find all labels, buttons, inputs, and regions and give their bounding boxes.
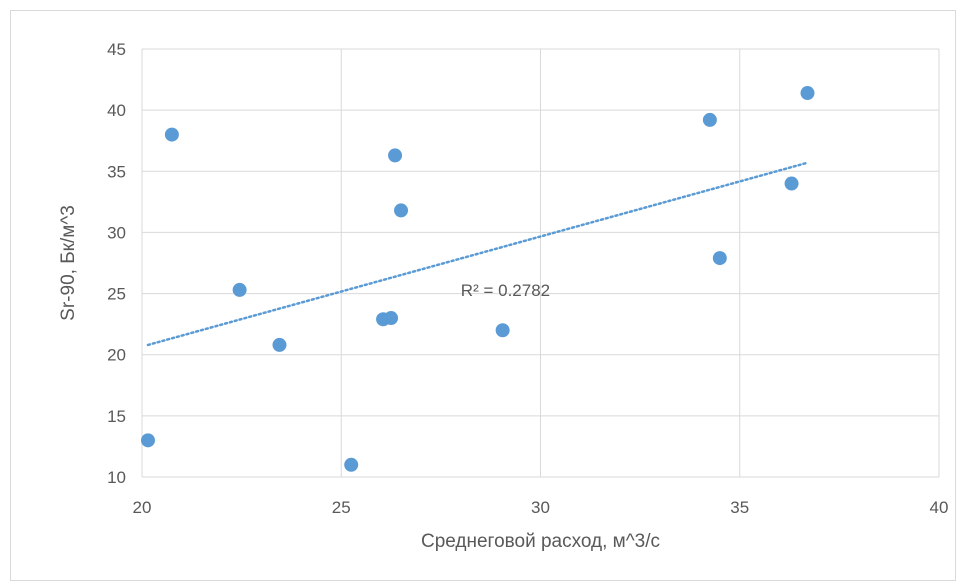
x-axis-ticks: 20 25 30 35 40 (133, 498, 949, 517)
data-point (388, 148, 403, 163)
data-point (702, 112, 717, 127)
x-axis-title: Среднеговой расход, м^3/с (421, 531, 660, 552)
y-tick-label: 10 (107, 468, 126, 487)
data-point (394, 203, 409, 218)
data-point (272, 337, 287, 352)
data-point (344, 457, 359, 472)
x-tick-label: 20 (133, 498, 152, 517)
data-point (784, 176, 799, 191)
x-tick-label: 25 (332, 498, 351, 517)
x-tick-label: 40 (930, 498, 949, 517)
data-point (712, 251, 727, 266)
data-points (140, 86, 815, 472)
y-axis-title: Sr-90, Бк/м^3 (58, 205, 79, 321)
y-tick-label: 45 (107, 40, 126, 59)
x-tick-label: 35 (730, 498, 749, 517)
y-tick-label: 35 (107, 162, 126, 181)
y-axis-ticks: 10 15 20 25 30 35 40 45 (107, 40, 126, 487)
chart-frame (10, 10, 956, 581)
data-point (164, 127, 179, 142)
data-point (140, 433, 155, 448)
data-point (384, 311, 399, 326)
y-tick-label: 25 (107, 285, 126, 304)
y-tick-label: 20 (107, 346, 126, 365)
y-tick-label: 15 (107, 407, 126, 426)
data-point (800, 86, 815, 101)
trendline-group (146, 161, 809, 347)
r2-annotation: R² = 0.2782 (461, 281, 550, 300)
data-point (495, 323, 510, 338)
y-tick-label: 40 (107, 101, 126, 120)
x-tick-label: 30 (531, 498, 550, 517)
data-point (232, 282, 247, 297)
grid-lines (141, 48, 940, 478)
y-tick-label: 30 (107, 223, 126, 242)
trendline (146, 161, 809, 347)
